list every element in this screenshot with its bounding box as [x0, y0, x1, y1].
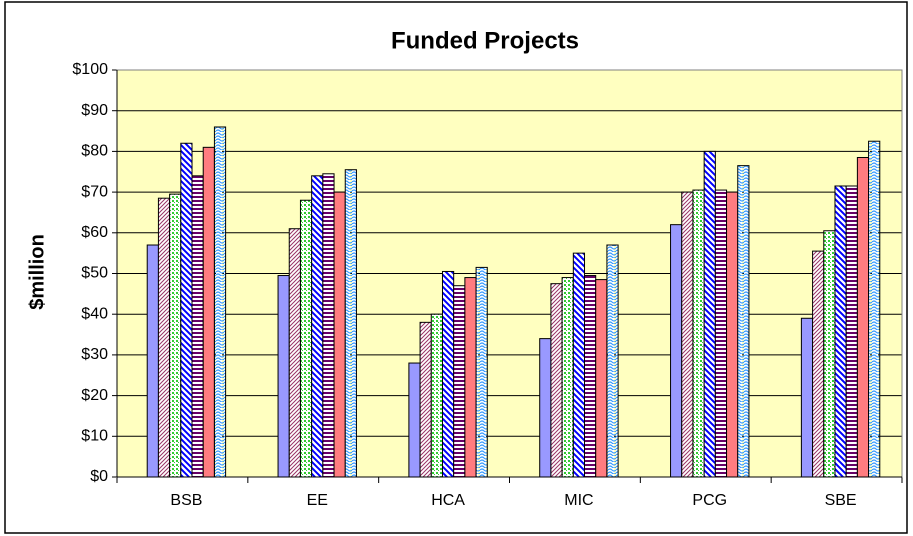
- bar: [333, 191, 346, 478]
- x-tick-label: PCG: [692, 492, 727, 509]
- bar: [408, 362, 421, 478]
- x-tick-label: SBE: [825, 492, 857, 509]
- bar: [213, 126, 227, 478]
- y-tick-label: $0: [90, 468, 108, 485]
- bar: [191, 175, 204, 478]
- bar: [288, 228, 301, 478]
- y-tick-label: $90: [81, 102, 108, 119]
- bar: [146, 244, 159, 478]
- bar: [299, 199, 313, 478]
- bar: [180, 142, 193, 478]
- bar: [311, 175, 324, 478]
- bar: [670, 224, 683, 478]
- bar: [856, 157, 870, 478]
- y-tick-label: $70: [81, 183, 108, 200]
- bar: [868, 140, 881, 478]
- bar: [202, 146, 215, 478]
- bar: [584, 275, 597, 478]
- bar: [475, 266, 488, 478]
- x-tick-label: BSB: [170, 492, 202, 509]
- bar: [681, 191, 694, 478]
- bar: [464, 277, 477, 478]
- bar: [572, 252, 586, 478]
- y-tick-label: $40: [81, 305, 108, 322]
- bar: [606, 244, 619, 478]
- bar: [714, 189, 728, 478]
- bar: [823, 230, 836, 478]
- y-tick-label: $30: [81, 346, 108, 363]
- bar: [800, 317, 814, 478]
- bar: [550, 283, 563, 478]
- bar: [453, 285, 466, 478]
- bar: [322, 173, 335, 478]
- y-axis-label: $million: [26, 234, 48, 310]
- chart-title: Funded Projects: [391, 27, 579, 54]
- bar: [703, 150, 716, 478]
- bar: [737, 165, 750, 478]
- bar: [812, 250, 825, 478]
- y-tick-label: $60: [81, 224, 108, 241]
- bar: [726, 191, 739, 478]
- bar: [169, 193, 182, 478]
- x-tick-label: HCA: [431, 492, 465, 509]
- x-tick-label: EE: [307, 492, 328, 509]
- y-tick-label: $10: [81, 428, 108, 445]
- bar: [277, 275, 290, 478]
- bar: [834, 185, 847, 478]
- bar: [595, 279, 608, 478]
- bar: [419, 321, 432, 478]
- y-tick-label: $100: [72, 61, 108, 78]
- x-tick-label: MIC: [564, 492, 593, 509]
- bar: [561, 277, 574, 478]
- bar: [157, 197, 171, 478]
- y-tick-label: $80: [81, 143, 108, 160]
- bar: [441, 270, 455, 478]
- bar: [692, 189, 705, 478]
- y-tick-label: $50: [81, 265, 108, 282]
- y-tick-label: $20: [81, 387, 108, 404]
- bar: [430, 313, 443, 478]
- bar: [845, 185, 858, 478]
- bar: [344, 169, 357, 478]
- bar: [539, 338, 552, 478]
